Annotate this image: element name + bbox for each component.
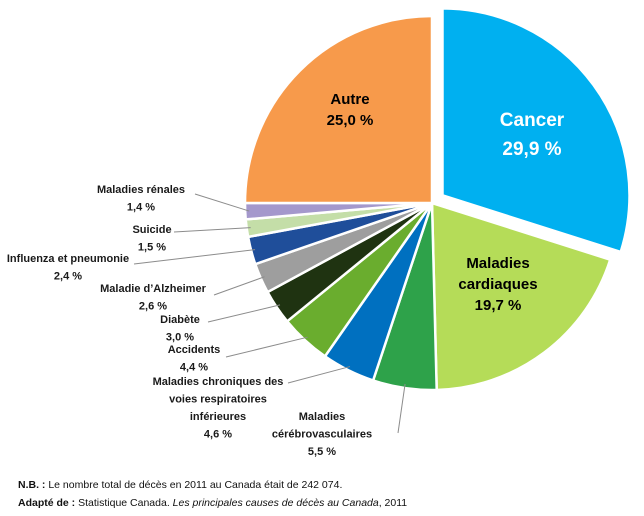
leader-line-maladies-renales — [194, 193, 250, 212]
leader-line-maladie-d-alzheimer — [213, 276, 265, 296]
slice-label-maladies-cerebrovasculaires: Maladies — [299, 411, 345, 423]
note-nb: N.B. : Le nombre total de décès en 2011 … — [18, 479, 343, 491]
slice-value-suicide: 1,5 % — [138, 242, 166, 254]
slice-label-maladies-renales: Maladies rénales — [97, 184, 185, 196]
slice-label-autre: Autre — [330, 91, 369, 108]
slice-value-accidents: 4,4 % — [180, 362, 208, 374]
slice-label-cancer: Cancer — [500, 110, 565, 131]
slice-value-maladies-renales: 1,4 % — [127, 202, 155, 214]
slice-label-maladies-chroniques-des-voies-respiratoires-inferieures: Maladies chroniques des — [153, 376, 284, 388]
pie-slices — [243, 7, 631, 392]
slice-value-maladies-cerebrovasculaires: 5,5 % — [308, 446, 336, 458]
leader-line-maladies-cerebrovasculaires — [397, 383, 406, 434]
leader-line-suicide — [173, 227, 251, 233]
chart-notes: N.B. : Le nombre total de décès en 2011 … — [18, 476, 407, 512]
slice-label-maladie-d-alzheimer: Maladie d’Alzheimer — [100, 283, 206, 295]
slice-label-maladies-cardiaques: cardiaques — [458, 276, 537, 293]
slice-label-accidents: Accidents — [168, 344, 221, 356]
pie-chart: Cancer 29,9 % Maladies cardiaques 19,7 % Mala… — [7, 7, 631, 458]
pie-slice-autre — [243, 14, 434, 205]
leader-line-maladies-chroniques-des-voies-respiratoires-inferieures — [287, 366, 351, 384]
slice-value-autre: 25,0 % — [327, 112, 374, 129]
leader-line-influenza-et-pneumonie — [133, 249, 256, 265]
pie-labels: Cancer 29,9 % Maladies cardiaques 19,7 % Mala… — [7, 91, 565, 458]
slice-label-maladies-chroniques-des-voies-respiratoires-inferieures: voies respiratoires — [169, 394, 267, 406]
slice-value-maladies-cardiaques: 19,7 % — [475, 297, 522, 314]
slice-label-maladies-cardiaques: Maladies — [466, 255, 529, 272]
pie-slice-maladies-cardiaques — [430, 201, 612, 392]
slice-label-maladies-chroniques-des-voies-respiratoires-inferieures: inférieures — [190, 411, 246, 423]
slice-value-cancer: 29,9 % — [502, 139, 561, 160]
slice-value-influenza-et-pneumonie: 2,4 % — [54, 271, 82, 283]
slice-label-suicide: Suicide — [132, 224, 171, 236]
slice-label-maladies-cerebrovasculaires: cérébrovasculaires — [272, 429, 372, 441]
note-source: Adapté de : Statistique Canada. Les prin… — [18, 497, 408, 509]
slice-value-maladies-chroniques-des-voies-respiratoires-inferieures: 4,6 % — [204, 429, 232, 441]
pie-slice-cancer — [441, 7, 631, 254]
slice-value-diabete: 3,0 % — [166, 332, 194, 344]
leader-line-diabete — [207, 304, 281, 323]
leader-line-accidents — [225, 336, 308, 358]
slice-label-diabete: Diabète — [160, 314, 200, 326]
slice-value-maladie-d-alzheimer: 2,6 % — [139, 301, 167, 313]
slice-label-influenza-et-pneumonie: Influenza et pneumonie — [7, 253, 129, 265]
